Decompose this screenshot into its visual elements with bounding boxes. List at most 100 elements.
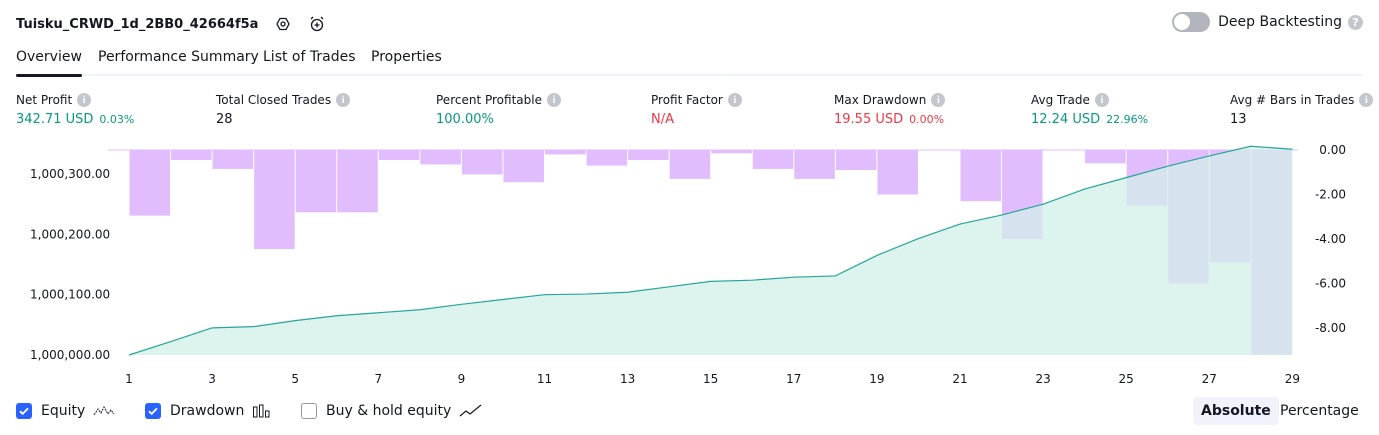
drawdown-bar (794, 150, 835, 179)
tab-bar: Overview Performance Summary List of Tra… (16, 44, 1363, 77)
equity-label: Equity (41, 403, 86, 419)
x-tick-label: 11 (537, 372, 552, 386)
metric-value: N/A (651, 112, 674, 127)
drawdown-bar (960, 150, 1002, 202)
metric-value: 342.71 USD (16, 112, 94, 127)
metric-subvalue: 0.03% (99, 113, 135, 126)
drawdown-bar (461, 150, 503, 175)
tab-properties[interactable]: Properties (371, 49, 442, 65)
drawdown-bar (1085, 150, 1126, 164)
drawdown-checkbox[interactable] (145, 403, 161, 419)
legend-equity[interactable]: Equity (16, 400, 115, 422)
x-tick-label: 9 (458, 372, 466, 386)
metric-label: Percent Profitable (436, 93, 542, 107)
x-tick-label: 21 (952, 372, 967, 386)
metric-profit-factor: Profit Factor i N/A (651, 93, 742, 127)
tab-overview[interactable]: Overview (16, 49, 82, 77)
info-icon[interactable]: i (1094, 93, 1109, 107)
metric-label: Total Closed Trades (216, 93, 332, 107)
metric-avg-bars-in-trades: Avg # Bars in Trades i 13 (1230, 93, 1374, 127)
tab-list-of-trades[interactable]: List of Trades (263, 49, 356, 65)
drawdown-bar (669, 150, 711, 179)
x-tick-label: 15 (703, 372, 718, 386)
y-left-tick-label: 1,000,000.00 (30, 348, 110, 362)
drawdown-bar (337, 150, 378, 213)
y-left-tick-label: 1,000,100.00 (30, 288, 110, 302)
drawdown-bar (254, 150, 295, 250)
deep-backtesting: Deep Backtesting ? (1172, 12, 1363, 32)
drawdown-bar (835, 150, 877, 171)
metric-value: 13 (1230, 112, 1247, 127)
drawdown-bar (586, 150, 628, 166)
y-right-tick-label: -2.00 (1315, 188, 1346, 202)
info-icon[interactable]: i (546, 93, 561, 107)
percentage-toggle[interactable]: Percentage (1280, 403, 1359, 419)
metric-value: 12.24 USD (1031, 112, 1101, 127)
metric-total-closed-trades: Total Closed Trades i 28 (216, 93, 351, 127)
metric-value: 28 (216, 112, 233, 127)
y-right-tick-label: -4.00 (1315, 232, 1346, 246)
metric-subvalue: 0.00% (909, 113, 945, 126)
absolute-toggle[interactable]: Absolute (1193, 397, 1279, 425)
x-tick-label: 19 (869, 372, 884, 386)
drawdown-bar (711, 150, 752, 154)
y-right-tick-label: -6.00 (1315, 277, 1346, 291)
deep-backtesting-toggle[interactable] (1172, 12, 1211, 32)
info-icon[interactable]: i (727, 93, 742, 107)
x-tick-label: 29 (1285, 372, 1300, 386)
drawdown-bar (545, 150, 586, 155)
metric-value: 19.55 USD (834, 112, 904, 127)
y-right-tick-label: 0.00 (1319, 143, 1346, 157)
metric-value: 100.00% (436, 112, 494, 127)
legend-drawdown[interactable]: Drawdown (145, 400, 272, 422)
metric-avg-trade: Avg Trade i 12.24 USD 22.96% (1031, 93, 1148, 127)
metric-percent-profitable: Percent Profitable i 100.00% (436, 93, 561, 127)
buy-hold-checkbox[interactable] (301, 403, 317, 419)
info-icon[interactable]: i (1359, 93, 1374, 107)
metric-subvalue: 22.96% (1106, 113, 1149, 126)
drawdown-bar (628, 150, 669, 161)
equity-line-icon (93, 404, 115, 418)
settings-icon[interactable] (274, 15, 292, 33)
x-tick-label: 7 (374, 372, 382, 386)
drawdown-label: Drawdown (170, 403, 245, 419)
drawdown-bar (503, 150, 544, 183)
x-tick-label: 13 (620, 372, 635, 386)
drawdown-bar (420, 150, 461, 165)
equity-area (129, 146, 1293, 355)
add-alert-icon[interactable] (308, 15, 326, 33)
drawdown-bar (378, 150, 420, 161)
x-tick-label: 27 (1202, 372, 1217, 386)
deep-backtesting-label: Deep Backtesting (1218, 14, 1342, 30)
metric-label: Avg Trade (1031, 93, 1090, 107)
x-tick-label: 3 (208, 372, 216, 386)
y-left-tick-label: 1,000,300.00 (30, 167, 110, 181)
drawdown-bar (877, 150, 918, 195)
info-icon[interactable]: i (931, 93, 946, 107)
y-left-tick-label: 1,000,200.00 (30, 227, 110, 241)
metric-label: Avg # Bars in Trades (1230, 93, 1355, 107)
legend-buy-hold[interactable]: Buy & hold equity (301, 400, 483, 422)
strategy-header: Tuisku_CRWD_1d_2BB0_42664f5a (16, 12, 326, 36)
info-icon[interactable]: i (77, 93, 92, 107)
drawdown-bar (171, 150, 212, 161)
x-tick-label: 17 (786, 372, 801, 386)
drawdown-bar (752, 150, 794, 169)
equity-checkbox[interactable] (16, 403, 32, 419)
info-icon[interactable]: i (336, 93, 351, 107)
metric-max-drawdown: Max Drawdown i 19.55 USD 0.00% (834, 93, 946, 127)
drawdown-bars-icon (252, 404, 272, 418)
help-icon[interactable]: ? (1348, 14, 1363, 30)
y-right-tick-label: -8.00 (1315, 321, 1346, 335)
drawdown-bar (212, 150, 254, 169)
buy-hold-label: Buy & hold equity (326, 403, 452, 419)
equity-drawdown-chart: 1,000,000.00 1,000,100.00 1,000,200.00 1,00… (30, 143, 1346, 386)
metric-label: Max Drawdown (834, 93, 927, 107)
tab-performance-summary[interactable]: Performance Summary (98, 49, 259, 65)
metric-label: Profit Factor (651, 93, 723, 107)
drawdown-bar (295, 150, 337, 213)
buy-hold-line-icon (459, 404, 483, 418)
x-tick-label: 25 (1119, 372, 1134, 386)
metric-label: Net Profit (16, 93, 73, 107)
x-tick-label: 1 (125, 372, 133, 386)
